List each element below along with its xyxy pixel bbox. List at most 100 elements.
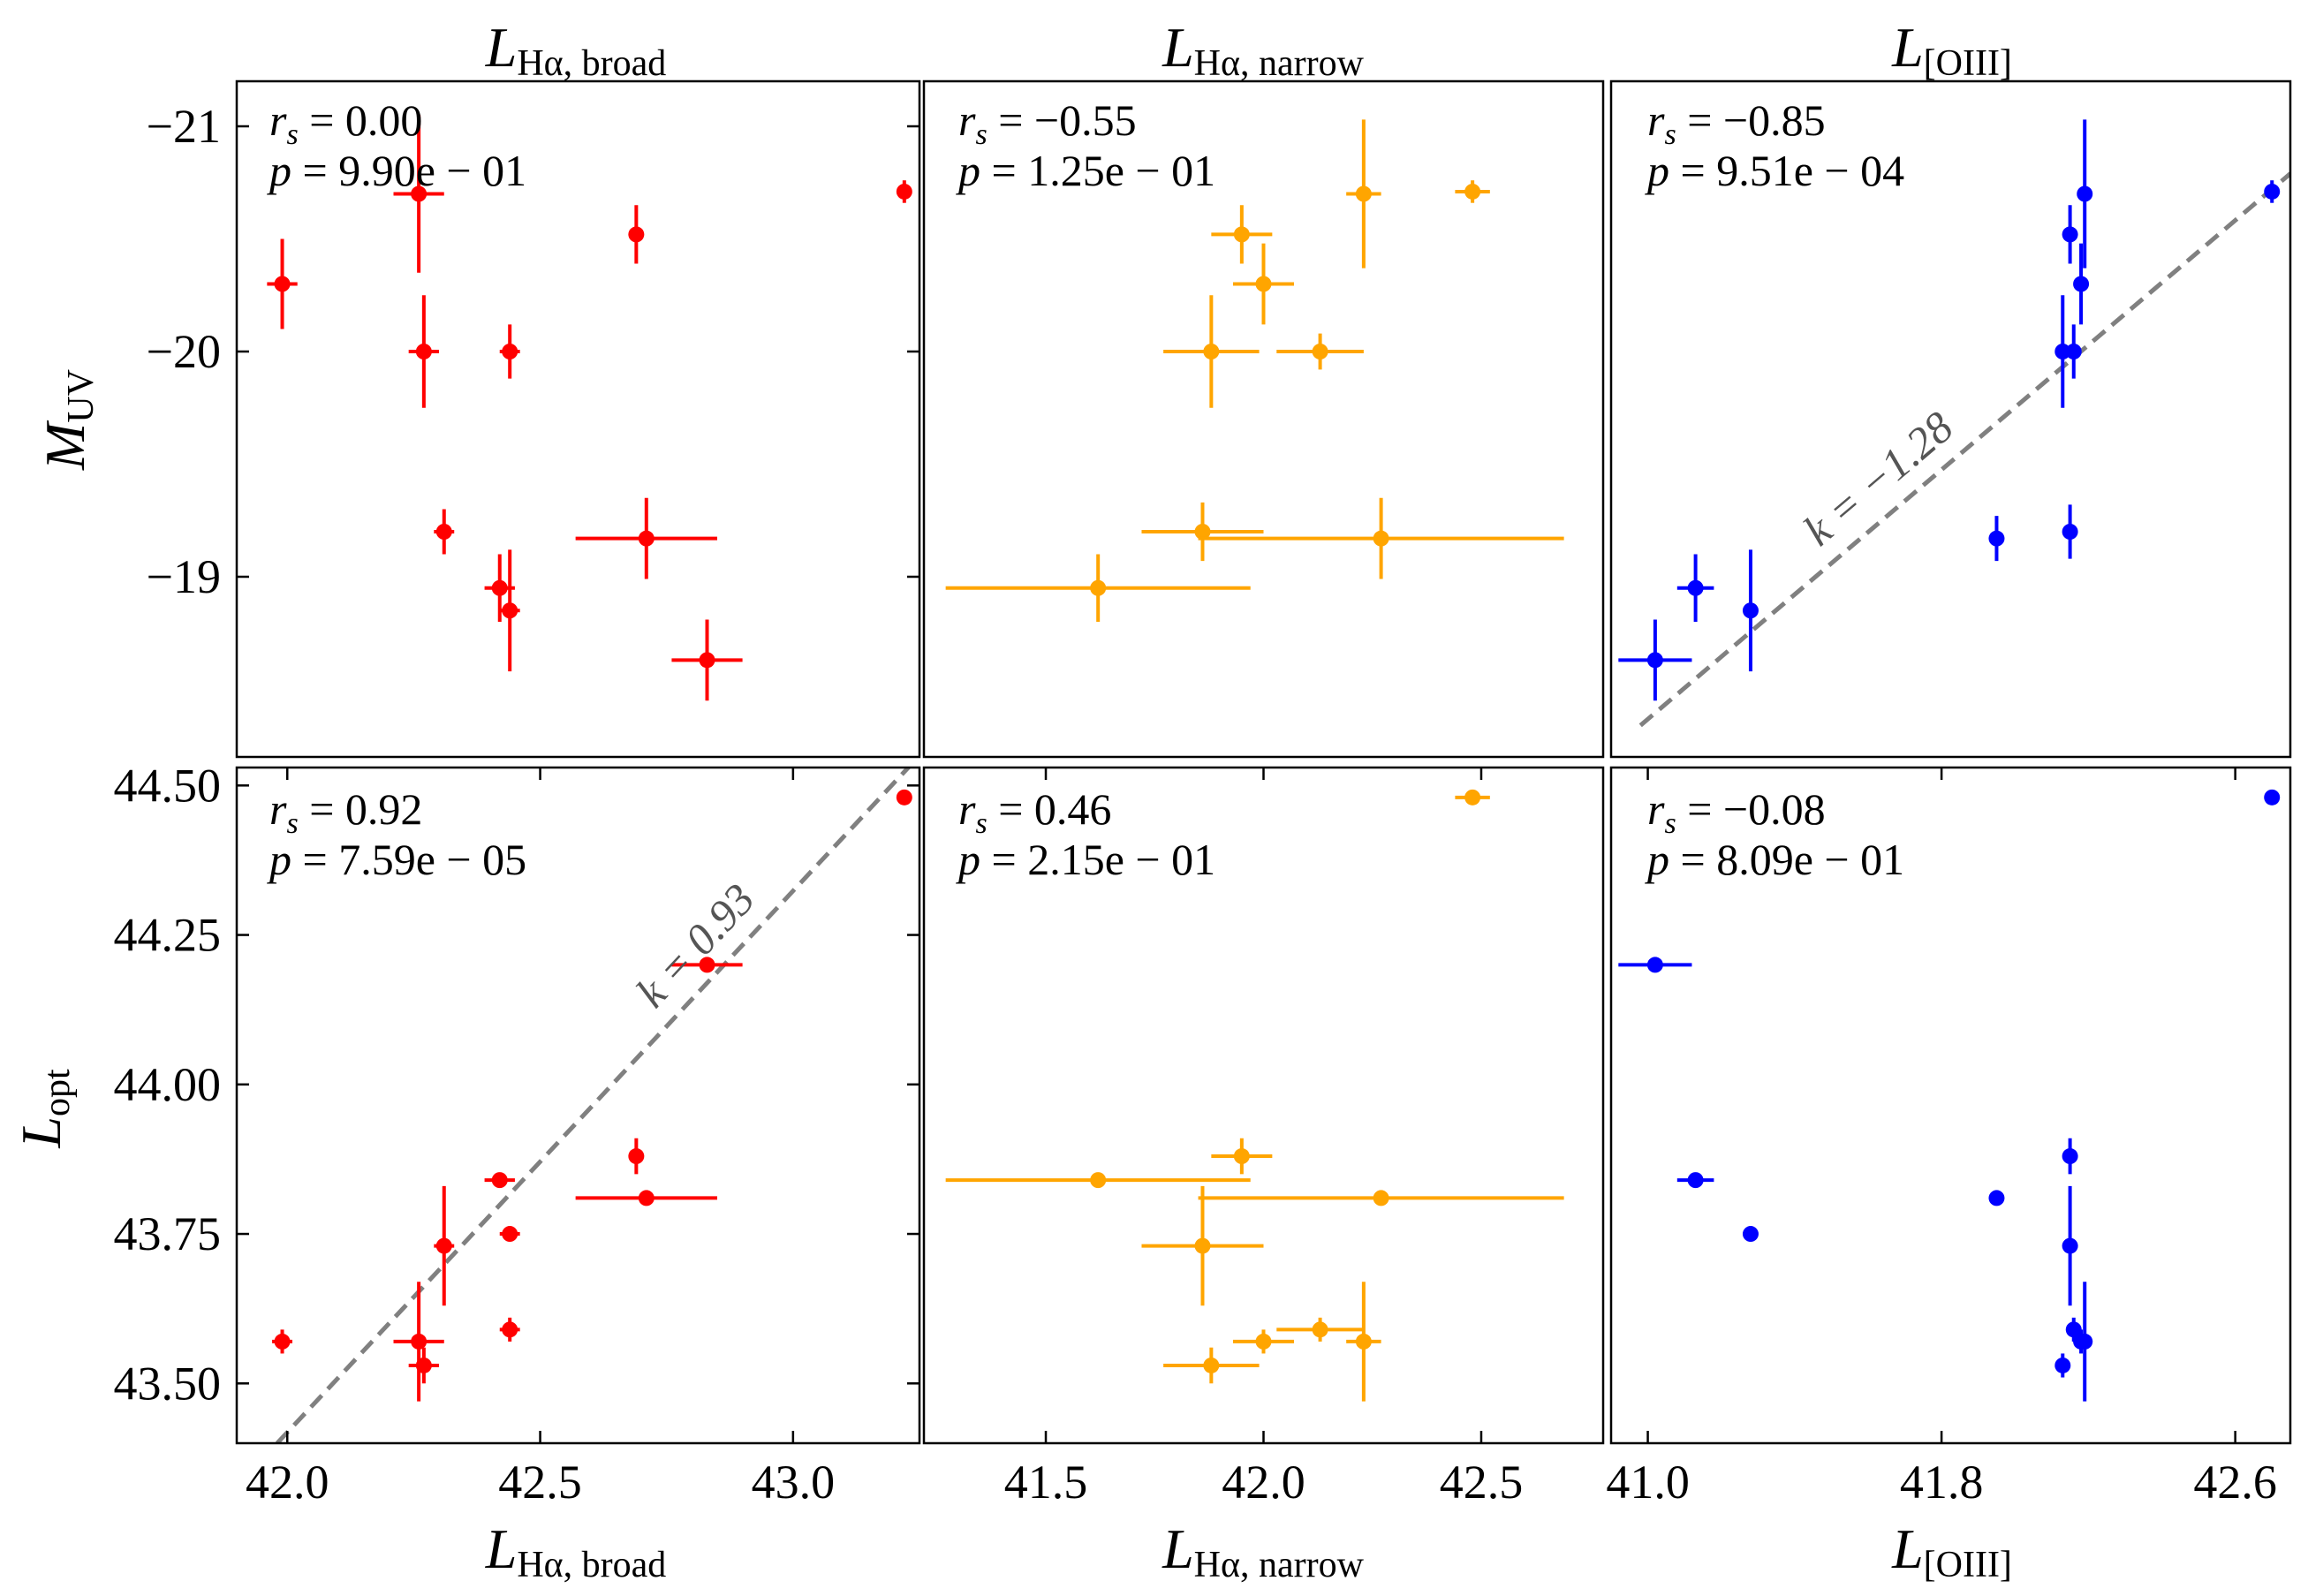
data-point xyxy=(499,324,520,379)
y-tick-label: 43.50 xyxy=(114,1357,222,1410)
marker xyxy=(628,1148,645,1165)
marker xyxy=(1203,1357,1220,1373)
marker xyxy=(896,183,912,200)
marker xyxy=(1090,579,1107,596)
marker xyxy=(2065,344,2082,359)
marker xyxy=(1742,1226,1759,1243)
data-point xyxy=(2062,1185,2078,1306)
marker xyxy=(2054,344,2071,359)
data-point xyxy=(2264,789,2281,806)
axes-frame xyxy=(235,79,921,759)
data-point xyxy=(1211,1138,1273,1175)
marker xyxy=(628,226,645,243)
data-point xyxy=(1455,180,1490,203)
data-point xyxy=(1988,1190,2005,1206)
data-point xyxy=(434,509,455,555)
marker xyxy=(1464,789,1481,806)
data-point xyxy=(499,549,520,672)
marker xyxy=(1255,276,1272,292)
data-point xyxy=(393,115,444,273)
data-point xyxy=(575,1190,717,1206)
marker xyxy=(1312,1321,1328,1338)
y-tick-label: −20 xyxy=(147,325,221,378)
yaxis-label-lopt: Lopt xyxy=(10,1069,78,1149)
marker xyxy=(1373,1190,1389,1206)
data-point xyxy=(1141,502,1264,562)
marker xyxy=(1646,957,1663,973)
marker xyxy=(2054,1357,2071,1373)
data-point xyxy=(1988,516,2005,562)
marker xyxy=(1988,1190,2005,1206)
y-tick-label: −21 xyxy=(147,100,221,153)
rs-stat: rs = 0.00 xyxy=(269,95,422,151)
data-point xyxy=(575,497,717,579)
data-point xyxy=(1232,1329,1295,1354)
data-point xyxy=(1618,957,1692,973)
p-stat: p = 7.59e − 05 xyxy=(267,835,526,884)
data-point xyxy=(1618,619,1692,701)
data-point xyxy=(2264,180,2281,203)
marker xyxy=(638,1190,655,1206)
x-tick-label: 42.5 xyxy=(1440,1456,1524,1509)
data-point xyxy=(1163,1347,1260,1384)
axes-frame xyxy=(922,79,1605,759)
data-point xyxy=(2062,1138,2078,1175)
data-point xyxy=(2073,243,2090,325)
data-point xyxy=(2077,119,2093,269)
data-point xyxy=(1346,1282,1381,1402)
data-point xyxy=(2062,504,2078,559)
data-point xyxy=(2062,205,2078,264)
plot-area xyxy=(272,768,912,1443)
panel-muv-vs-halpha-narrow: rs = −0.55p = 1.25e − 01 xyxy=(922,79,1605,759)
p-stat: p = 9.90e − 01 xyxy=(267,146,526,195)
y-tick-label: 43.75 xyxy=(114,1207,222,1260)
col-title-2: LHα, narrow xyxy=(1162,16,1365,84)
data-point xyxy=(2077,1282,2093,1402)
data-point xyxy=(408,295,440,408)
data-point xyxy=(267,238,298,329)
marker xyxy=(896,789,912,806)
marker xyxy=(415,344,432,359)
fit-line xyxy=(275,768,912,1443)
xaxis-label-1: LHα, broad xyxy=(485,1517,667,1585)
marker xyxy=(1355,185,1372,202)
data-point xyxy=(945,1172,1251,1189)
data-point xyxy=(1676,554,1714,622)
x-tick-label: 41.5 xyxy=(1004,1456,1088,1509)
x-tick-label: 43.0 xyxy=(752,1456,836,1509)
marker xyxy=(491,579,508,596)
rs-stat: rs = −0.85 xyxy=(1647,95,1826,151)
data-point xyxy=(1163,295,1260,408)
x-tick-label: 42.5 xyxy=(498,1456,582,1509)
marker xyxy=(699,652,715,669)
col-title-1: LHα, broad xyxy=(485,16,667,84)
marker xyxy=(274,276,291,292)
data-point xyxy=(484,1172,515,1189)
data-point xyxy=(628,1138,645,1175)
marker xyxy=(1194,524,1211,540)
data-point xyxy=(1141,1185,1264,1306)
plot-area xyxy=(1618,119,2290,728)
marker xyxy=(638,530,655,547)
marker xyxy=(1255,1333,1272,1350)
panel-muv-vs-halpha-broad: −21 −20 −19 rs = 0.00p = 9.90e − 01 xyxy=(147,79,921,759)
marker xyxy=(1355,1333,1372,1350)
rs-stat: rs = −0.08 xyxy=(1647,784,1826,840)
marker xyxy=(2077,1333,2093,1350)
marker xyxy=(502,602,518,619)
marker xyxy=(2062,226,2078,243)
data-point xyxy=(1676,1172,1714,1189)
axes-frame xyxy=(1609,79,2292,759)
marker xyxy=(435,1237,452,1254)
marker xyxy=(1203,344,1220,359)
marker xyxy=(415,1357,432,1373)
marker xyxy=(502,344,518,359)
marker xyxy=(1464,183,1481,200)
plot-area xyxy=(945,119,1564,622)
marker xyxy=(1312,344,1328,359)
panel-lopt-vs-halpha-narrow: 41.5 42.0 42.5 rs = 0.46p = 2.15e − 01 xyxy=(922,766,1605,1509)
data-point xyxy=(896,180,912,203)
data-point xyxy=(1276,1317,1364,1342)
rs-stat: rs = 0.92 xyxy=(269,784,422,840)
p-stat: p = 1.25e − 01 xyxy=(956,146,1215,195)
